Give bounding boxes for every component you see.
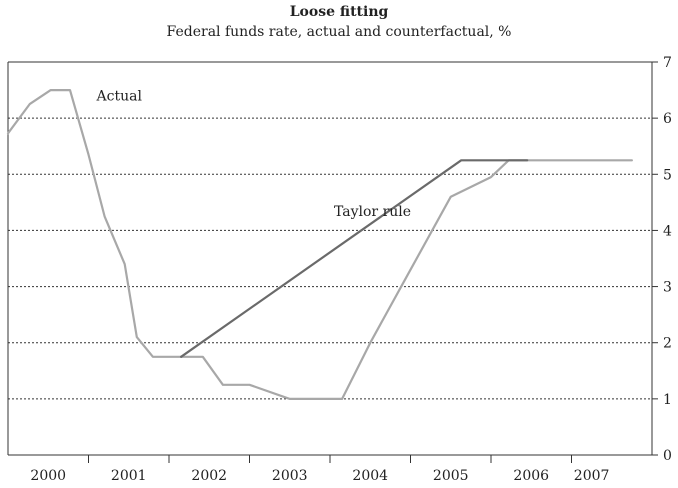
x-tick-label: 2001 (111, 468, 147, 484)
y-tick-label: 2 (663, 336, 672, 352)
x-tick-label: 2004 (352, 468, 388, 484)
series-line-actual (6, 88, 634, 400)
x-tick-label: 2006 (513, 468, 549, 484)
y-tick-label: 4 (663, 223, 672, 239)
x-tick-label: 2005 (433, 468, 469, 484)
y-tick-label: 1 (663, 392, 672, 408)
annotation-taylor-rule: Taylor rule (334, 204, 411, 220)
y-tick-label: 6 (663, 111, 672, 127)
x-tick-label: 2003 (272, 468, 308, 484)
x-tick-label: 2002 (191, 468, 227, 484)
y-tick-label: 3 (663, 280, 672, 296)
y-tick-label: 0 (663, 448, 672, 464)
chart-subtitle: Federal funds rate, actual and counterfa… (166, 24, 512, 40)
x-tick-label: 2000 (30, 468, 66, 484)
y-tick-label: 5 (663, 167, 672, 183)
x-tick-label: 2007 (574, 468, 610, 484)
chart-title: Loose fitting (289, 4, 389, 20)
y-tick-label: 7 (663, 55, 672, 71)
annotation-actual: Actual (96, 89, 143, 105)
series-line-taylor-rule (180, 159, 529, 358)
